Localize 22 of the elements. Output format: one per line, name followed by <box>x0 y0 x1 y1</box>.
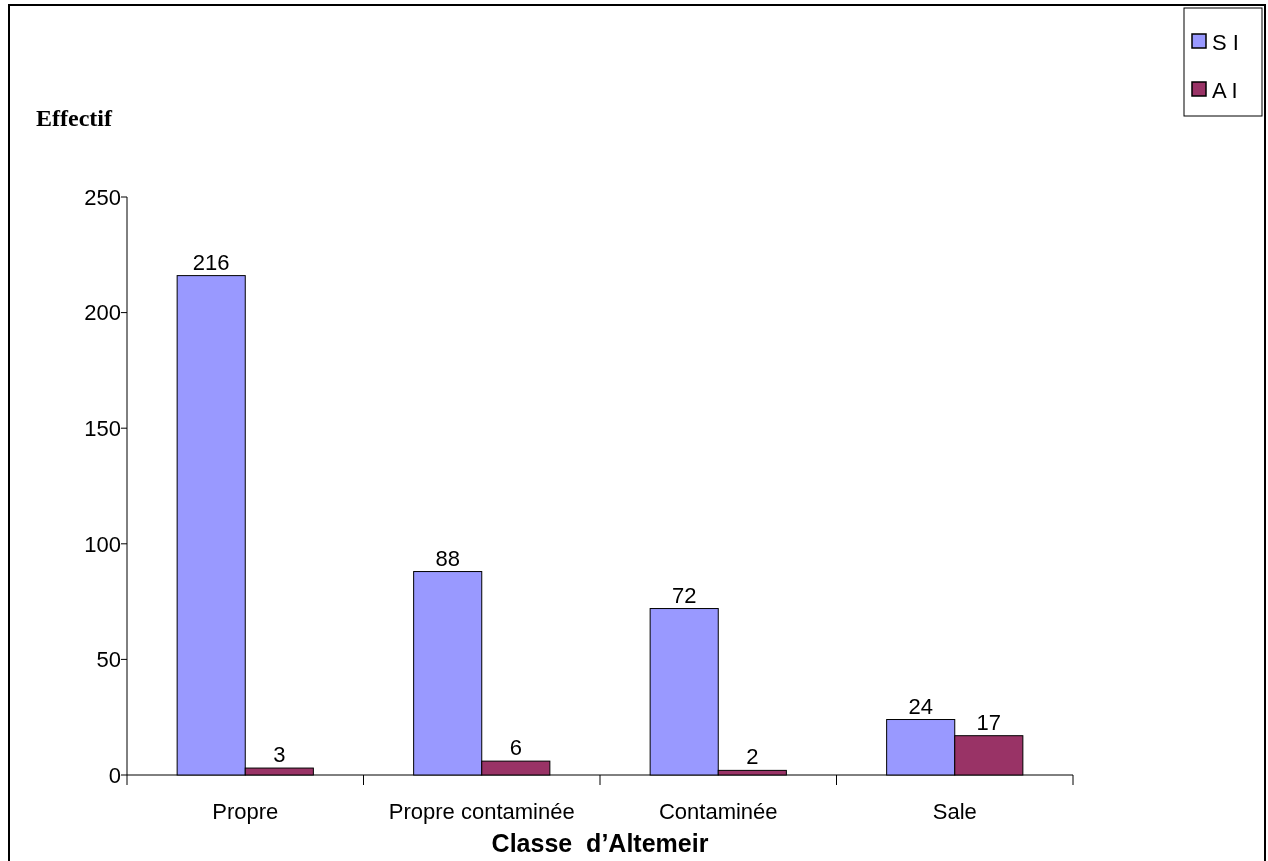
y-tick-label: 150 <box>84 415 121 441</box>
legend-label: A I <box>1212 77 1238 103</box>
data-label: 72 <box>671 582 697 608</box>
data-label: 24 <box>908 693 933 719</box>
y-tick-label: 250 <box>84 184 121 210</box>
data-label: 6 <box>509 735 522 761</box>
y-axis-title: Effectif <box>36 105 113 131</box>
y-tick-label: 100 <box>84 531 121 557</box>
data-label: 3 <box>273 742 286 768</box>
y-tick-label: 0 <box>108 762 121 788</box>
x-axis-title: Classe d’Altemeir <box>491 829 709 857</box>
legend-label: S I <box>1212 29 1239 55</box>
y-tick-label: 200 <box>84 300 121 326</box>
y-tick-label: 50 <box>96 647 121 673</box>
x-tick-label: Sale <box>932 799 977 824</box>
data-label: 216 <box>192 249 230 275</box>
x-tick-label: Propre contaminée <box>388 799 575 824</box>
x-tick-label: Propre <box>212 799 279 824</box>
x-tick-label: Contaminée <box>658 799 778 824</box>
data-label: 17 <box>976 709 1002 735</box>
data-label: 2 <box>746 744 759 770</box>
data-label: 88 <box>435 545 460 571</box>
